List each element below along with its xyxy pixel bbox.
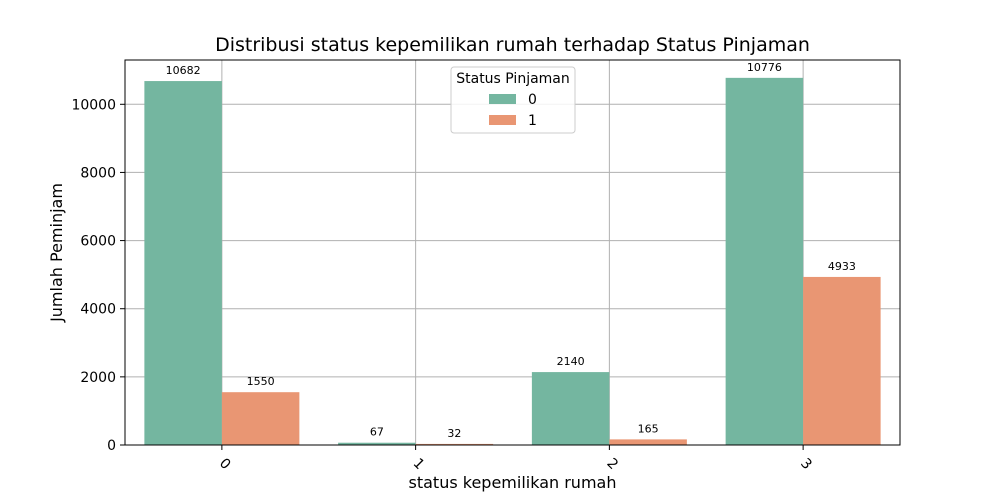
legend-entry-label: 1 xyxy=(528,113,537,129)
legend: Status Pinjaman 01 xyxy=(450,66,576,134)
x-tick-label: 0 xyxy=(216,455,234,473)
data-labels: 10682 67 2140 10776 1550 32 165 4933 xyxy=(166,61,856,440)
bar xyxy=(531,372,610,445)
bar-value-label: 165 xyxy=(638,422,659,435)
bar-value-label: 2140 xyxy=(557,355,585,368)
x-tick-label: 3 xyxy=(797,455,815,473)
bar-value-label: 4933 xyxy=(828,260,856,273)
bar-value-label: 32 xyxy=(447,427,461,440)
axis-ticks: 0 2000 4000 6000 8000 10000 0 1 2 3 xyxy=(71,97,814,473)
bar xyxy=(221,392,300,445)
x-tick-label: 2 xyxy=(603,455,621,473)
y-axis-label: Jumlah Peminjam xyxy=(47,183,66,323)
bar xyxy=(609,439,687,445)
legend-swatch xyxy=(489,94,516,104)
legend-items: 01 xyxy=(489,92,537,129)
chart-title: Distribusi status kepemilikan rumah terh… xyxy=(215,34,810,56)
legend-title: Status Pinjaman xyxy=(456,71,570,87)
bars xyxy=(144,77,881,446)
y-tick-label: 0 xyxy=(107,438,116,454)
bar xyxy=(725,77,804,446)
plot-frame xyxy=(124,59,901,446)
legend-entry-label: 0 xyxy=(528,92,537,108)
bar-value-label: 67 xyxy=(370,426,384,439)
bar xyxy=(415,443,494,445)
y-tick-label: 6000 xyxy=(80,234,116,250)
y-tick-label: 8000 xyxy=(80,165,116,181)
bar-value-label: 10776 xyxy=(747,61,782,74)
x-tick-label: 1 xyxy=(410,455,428,473)
bar-value-label: 10682 xyxy=(166,64,201,77)
y-tick-label: 10000 xyxy=(71,97,116,113)
x-axis-label: status kepemilikan rumah xyxy=(409,473,617,492)
bar-value-label: 1550 xyxy=(247,375,275,388)
bar xyxy=(144,81,222,445)
bar xyxy=(803,276,881,445)
legend-swatch xyxy=(489,115,516,125)
bar xyxy=(338,442,416,445)
y-tick-label: 2000 xyxy=(80,370,116,386)
y-tick-label: 4000 xyxy=(80,302,116,318)
